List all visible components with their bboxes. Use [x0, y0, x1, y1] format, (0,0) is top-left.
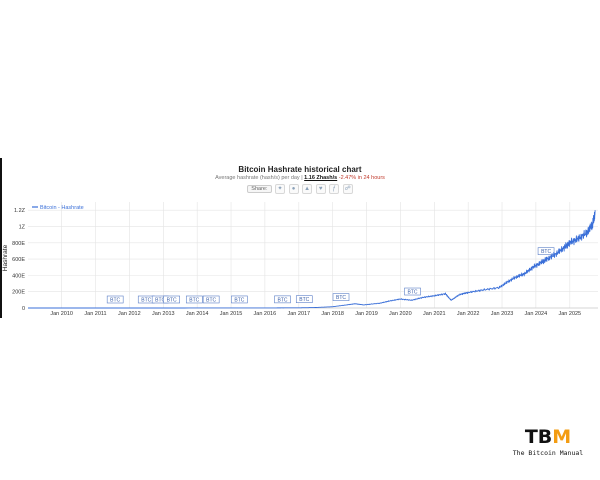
btc-annotation-box: [106, 295, 124, 304]
series: [28, 210, 596, 309]
btc-annotation-box: [185, 295, 203, 304]
y-tick-label: 600E: [12, 257, 25, 263]
twitter-icon[interactable]: ✦: [275, 184, 286, 194]
btc-annotation-flag: BTC: [295, 295, 313, 304]
btc-annotation-box: [332, 293, 350, 301]
x-tick-label: Jan 2012: [118, 311, 141, 317]
reddit-icon[interactable]: ●: [288, 184, 299, 194]
btc-annotation-label: BTC: [541, 249, 551, 255]
btc-annotation-label: BTC: [141, 297, 151, 303]
x-tick-label: Jan 2018: [321, 311, 344, 317]
like-icon[interactable]: ♥: [315, 184, 326, 194]
btc-annotation-box: [404, 287, 421, 296]
y-tick-label: 200E: [12, 290, 25, 296]
btc-annotation-flag: BTC: [537, 247, 555, 255]
y-tick-label: 1.2Z: [14, 208, 26, 214]
btc-annotation-flag: BTC: [332, 293, 350, 301]
btc-annotation-flag: BTC: [185, 295, 203, 304]
btc-annotation-label: BTC: [336, 295, 346, 301]
btc-annotation-label: BTC: [277, 297, 287, 303]
chart-subtitle: Average hashrate (hash/s) per day | 1.16…: [0, 175, 600, 181]
hashrate-series-line: [28, 210, 596, 309]
y-tick-label: 400E: [12, 273, 25, 279]
x-tick-label: Jan 2020: [389, 311, 412, 317]
btc-annotation-flag: BTC: [202, 295, 220, 304]
y-tick-label: 800E: [12, 241, 25, 247]
x-tick-label: Jan 2024: [525, 311, 548, 317]
x-tick-label: Jan 2017: [287, 311, 310, 317]
x-axis: Jan 2010 Jan 2011 Jan 2012 Jan 2013 Jan 2014…: [50, 311, 581, 317]
btc-annotation-label: BTC: [155, 297, 165, 303]
btc-annotation-label: BTC: [110, 297, 120, 303]
legend[interactable]: Bitcoin - Hashrate: [32, 205, 84, 211]
x-tick-label: Jan 2019: [355, 311, 378, 317]
x-tick-label: Jan 2016: [254, 311, 277, 317]
subtitle-prefix: Average hashrate (hash/s) per day |: [215, 175, 305, 181]
y-tick-label: 1Z: [19, 224, 26, 230]
btc-annotation-label: BTC: [408, 289, 418, 295]
btc-annotation-flag: BTC: [137, 295, 155, 303]
x-tick-label: Jan 2011: [84, 311, 106, 317]
share-label: Share:: [247, 185, 272, 193]
share-bar: Share: ✦ ● ▲ ♥ ƒ ☍: [0, 184, 600, 194]
grid: [28, 202, 598, 309]
btc-annotation-flag: BTC: [163, 295, 180, 304]
x-tick-label: Jan 2014: [186, 311, 209, 317]
btc-annotation-label: BTC: [189, 297, 199, 303]
link-icon[interactable]: ☍: [342, 184, 353, 194]
vk-icon[interactable]: ▲: [302, 184, 313, 194]
hashrate-value-link[interactable]: 1.16 Zhash/s: [304, 175, 338, 181]
chart-panel: [0, 158, 600, 318]
x-tick-label: Jan 2010: [50, 311, 73, 317]
logo-subtitle: The Bitcoin Manual: [512, 449, 584, 457]
y-tick-label: 0: [22, 306, 25, 312]
btc-annotation-flag: BTC: [274, 295, 291, 304]
btc-annotation-box: [202, 295, 220, 304]
facebook-icon[interactable]: ƒ: [329, 184, 340, 194]
y-axis: 0 200E 400E 600E 800E 1Z 1.2Z: [12, 208, 25, 312]
chart-title: Bitcoin Hashrate historical chart: [238, 165, 362, 174]
x-tick-label: Jan 2025: [558, 311, 581, 317]
btc-annotation-label: BTC: [167, 297, 177, 303]
hashrate-chart: Bitcoin - Hashrate Hashrate 0 200E 400E 600…: [2, 202, 598, 317]
legend-label: Bitcoin - Hashrate: [40, 205, 84, 211]
btc-annotation-box: [231, 295, 248, 304]
btc-annotation-label: BTC: [299, 297, 309, 303]
x-tick-label: Jan 2022: [457, 311, 480, 317]
btc-annotation-box: [163, 295, 180, 304]
y-axis-label: Hashrate: [2, 244, 9, 271]
btc-annotation-flag: BTC: [106, 295, 124, 304]
x-tick-label: Jan 2013: [152, 311, 175, 317]
btc-annotation-box: [274, 295, 291, 304]
btc-annotation-label: BTC: [206, 297, 216, 303]
btc-annotation-flag: BTC: [404, 287, 421, 296]
btc-annotation-box: [295, 295, 313, 304]
btc-annotation-flag: BTC: [231, 295, 248, 304]
hashrate-change: -2.47% in 24 hours: [337, 175, 385, 181]
logo-mark: TBM: [524, 426, 572, 448]
btc-annotation-label: BTC: [234, 297, 244, 303]
bitcoin-manual-logo: TBM The Bitcoin Manual: [508, 426, 588, 460]
x-tick-label: Jan 2021: [423, 311, 446, 317]
x-tick-label: Jan 2015: [220, 311, 243, 317]
btc-annotation-box: [537, 247, 555, 255]
x-tick-label: Jan 2023: [491, 311, 514, 317]
panel-edge: [0, 158, 2, 318]
